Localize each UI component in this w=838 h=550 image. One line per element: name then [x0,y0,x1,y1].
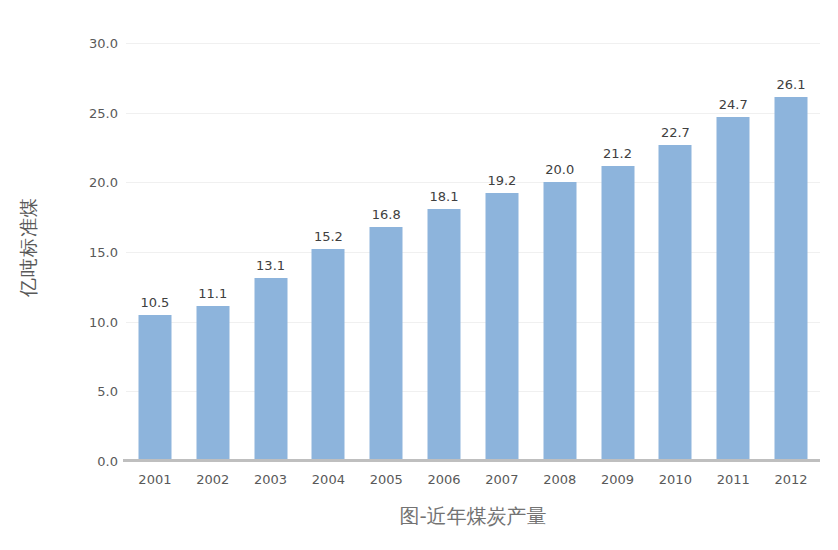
bar-value-label: 21.2 [603,146,632,161]
bar [312,249,345,461]
bar-value-label: 15.2 [314,229,343,244]
y-tick-label: 10.0 [89,314,118,329]
x-tick-label: 2010 [659,472,692,487]
x-tick-label: 2006 [428,472,461,487]
bar [370,227,403,461]
bar-value-label: 18.1 [430,189,459,204]
bar-value-label: 26.1 [777,77,806,92]
bar-value-label: 13.1 [256,258,285,273]
bar-value-label: 11.1 [198,286,227,301]
bar-slot: 18.12006 [415,43,473,461]
y-tick-label: 15.0 [89,245,118,260]
bar-slot: 26.12012 [762,43,820,461]
y-tick-label: 0.0 [97,454,118,469]
bar-slot: 20.02008 [531,43,589,461]
bar-slots: 10.5200111.1200213.1200315.2200416.82005… [126,43,820,461]
bar [775,97,808,461]
bar [659,145,692,461]
bar [543,182,576,461]
bar-slot: 13.12003 [242,43,300,461]
y-axis-tick-labels: 0.05.010.015.020.025.030.0 [0,43,118,461]
bar [138,315,171,461]
y-tick-label: 30.0 [89,36,118,51]
x-tick-label: 2008 [543,472,576,487]
bar-slot: 24.72011 [704,43,762,461]
bar-value-label: 20.0 [545,162,574,177]
x-tick-label: 2005 [370,472,403,487]
y-tick-label: 20.0 [89,175,118,190]
bar [428,209,461,461]
y-tick-label: 25.0 [89,105,118,120]
bar-value-label: 24.7 [719,97,748,112]
bar [601,166,634,461]
chart-canvas: 亿吨标准煤 0.05.010.015.020.025.030.0 10.5200… [0,0,838,550]
bar-value-label: 19.2 [487,173,516,188]
x-tick-label: 2003 [254,472,287,487]
x-tick-label: 2007 [485,472,518,487]
bar-slot: 21.22009 [589,43,647,461]
x-tick-label: 2001 [138,472,171,487]
x-tick-label: 2012 [774,472,807,487]
y-tick-label: 5.0 [97,384,118,399]
x-axis-line [123,459,820,462]
x-tick-label: 2011 [717,472,750,487]
bar-slot: 22.72010 [646,43,704,461]
bar-slot: 15.22004 [299,43,357,461]
bar [196,306,229,461]
bar-slot: 16.82005 [357,43,415,461]
bar-value-label: 16.8 [372,207,401,222]
plot-area: 10.5200111.1200213.1200315.2200416.82005… [126,43,820,461]
bar-value-label: 22.7 [661,125,690,140]
bar-slot: 19.22007 [473,43,531,461]
x-tick-label: 2009 [601,472,634,487]
x-tick-label: 2004 [312,472,345,487]
bar-value-label: 10.5 [140,295,169,310]
x-tick-label: 2002 [196,472,229,487]
bar-slot: 10.52001 [126,43,184,461]
chart-title: 图-近年煤炭产量 [126,503,820,530]
bar [254,278,287,461]
bar-slot: 11.12002 [184,43,242,461]
bar [717,117,750,461]
bar [485,193,518,461]
